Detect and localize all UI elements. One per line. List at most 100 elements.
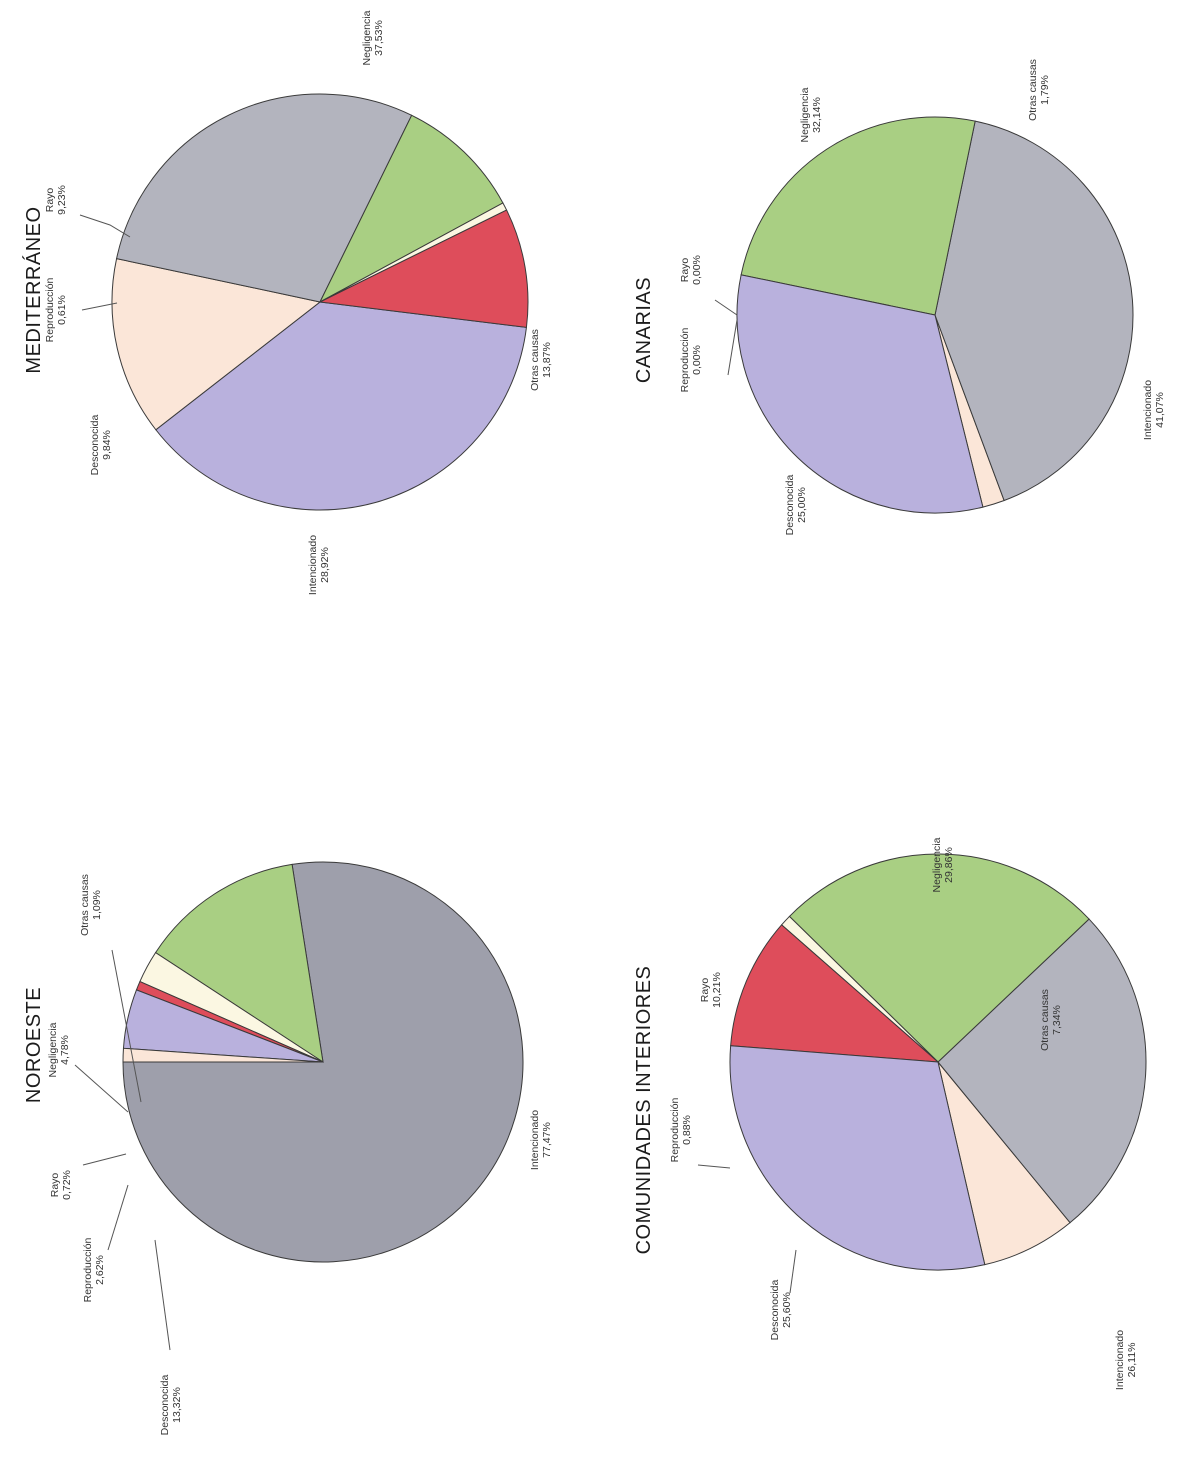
slice-category-label: Reproducción [669,1097,681,1162]
pie-slice-desconocida [318,114,504,304]
pie-slice-negligencia [729,1045,986,1271]
slice-value-label: 1,79% [1039,75,1051,105]
pie-slice-intencionado [115,93,413,303]
slice-label: Negligencia4,78% [47,1022,71,1077]
slice-value-label: 0,00% [691,255,703,285]
leader-line [107,1184,129,1251]
slice-category-label: Desconocida [159,1374,171,1435]
slice-label: Intencionado28,92% [307,535,331,595]
slice-label: Desconocida13,32% [159,1374,183,1435]
slice-label: Rayo0,00% [679,255,703,285]
slice-label: Otras causas7,34% [1039,989,1063,1051]
slice-category-label: Rayo [679,258,691,283]
slice-category-label: Otras causas [79,874,91,936]
slice-value-label: 32,14% [811,97,823,133]
pie-slice-negligencia [736,274,984,514]
slice-category-label: Otras causas [1039,989,1051,1051]
slice-value-label: 9,84% [101,430,113,460]
slice-category-label: Reproducción [679,327,691,392]
slice-label: Otras causas1,79% [1027,59,1051,121]
pie-chart-2: NOROESTE Intencionado77,47% Desconocida13,… [23,861,553,1435]
pie-slice-intencionado [934,120,1134,502]
slice-category-label: Intencionado [1114,1330,1126,1390]
slice-category-label: Intencionado [529,1110,541,1170]
slice-category-label: Negligencia [931,837,943,892]
slice-value-label: 41,07% [1154,392,1166,428]
slice-category-label: Intencionado [307,535,319,595]
leader-line [82,1153,127,1166]
slice-label: Rayo0,72% [49,1170,73,1200]
pie-chart-0: MEDITERRÁNEO Negligencia37,53% Otras causa… [22,10,553,595]
slice-category-label: Negligencia [799,87,811,142]
chart-title: MEDITERRÁNEO [22,206,45,373]
pie-slice-desconocida [154,863,324,1064]
slice-value-label: 25,60% [781,1292,793,1328]
slice-label: Desconocida25,60% [769,1279,793,1340]
slice-label: Reproducción2,62% [82,1237,106,1302]
slice-value-label: 29,86% [943,847,955,883]
slice-label: Negligencia29,86% [931,837,955,892]
leader-line [81,302,118,311]
slice-label: Intencionado41,07% [1142,380,1166,440]
pie-chart-3: COMUNIDADES INTERIORES Otras causas7,34% I… [633,837,1147,1390]
chart-title: CANARIAS [633,277,655,383]
slice-category-label: Desconocida [769,1279,781,1340]
slice-category-label: Intencionado [1142,380,1154,440]
slice-category-label: Reproducción [82,1237,94,1302]
slice-value-label: 37,53% [373,20,385,56]
pie-slice-intencionado [937,918,1147,1224]
chart-title: NOROESTE [23,987,45,1103]
slice-value-label: 7,34% [1051,1005,1063,1035]
leader-line [154,1239,171,1351]
leader-line [727,319,738,376]
slice-label: Negligencia32,14% [799,87,823,142]
slice-label: Desconocida9,84% [89,414,113,475]
leader-line [697,1164,731,1169]
pie-slice-otras-causas [111,258,322,431]
slice-label: Desconocida25,00% [784,474,808,535]
slice-label: Negligencia37,53% [361,10,385,65]
chart-title: COMUNIDADES INTERIORES [633,966,655,1255]
leader-line [111,949,142,1103]
slice-value-label: 9,23% [56,185,68,215]
slice-value-label: 0,72% [61,1170,73,1200]
slice-category-label: Desconocida [784,474,796,535]
slice-value-label: 0,00% [691,345,703,375]
pie-slice-rayo [730,924,940,1063]
slice-value-label: 10,21% [711,972,723,1008]
slice-category-label: Negligencia [361,10,373,65]
slice-value-label: 13,32% [171,1387,183,1423]
slice-category-label: Otras causas [529,329,541,391]
slice-category-label: Desconocida [89,414,101,475]
slice-value-label: 0,61% [56,295,68,325]
slice-value-label: 13,87% [541,342,553,378]
pie-slice-desconocida [740,116,976,316]
slice-value-label: 26,11% [1126,1343,1138,1378]
slice-label: Otras causas13,87% [529,329,553,391]
slice-value-label: 28,92% [319,547,331,583]
slice-category-label: Rayo [699,978,711,1003]
slice-value-label: 2,62% [94,1255,106,1285]
slice-value-label: 25,00% [796,487,808,523]
slice-label: Otras causas1,09% [79,874,103,936]
slice-category-label: Reproducción [44,277,56,342]
pie-chart-1: CANARIAS Otras causas1,79% Intencionado41,… [633,59,1166,535]
pie-slice-negligencia [155,301,528,511]
pie-slice-desconocida [788,853,1090,1063]
slice-category-label: Otras causas [1027,59,1039,121]
pie-slice-otras-causas [122,1047,324,1063]
leader-line [714,299,738,316]
slice-value-label: 77,47% [541,1122,553,1158]
slice-category-label: Rayo [44,188,56,213]
leader-line [79,214,131,238]
pie-slice-rayo [318,209,529,328]
slice-category-label: Negligencia [47,1022,59,1077]
slice-label: Reproducción0,61% [44,277,68,342]
leader-line [789,1249,797,1294]
slice-label: Rayo10,21% [699,972,723,1008]
leader-line [74,1064,129,1113]
slice-label: Rayo9,23% [44,185,68,215]
slice-value-label: 1,09% [91,890,103,920]
slice-category-label: Rayo [49,1173,61,1198]
